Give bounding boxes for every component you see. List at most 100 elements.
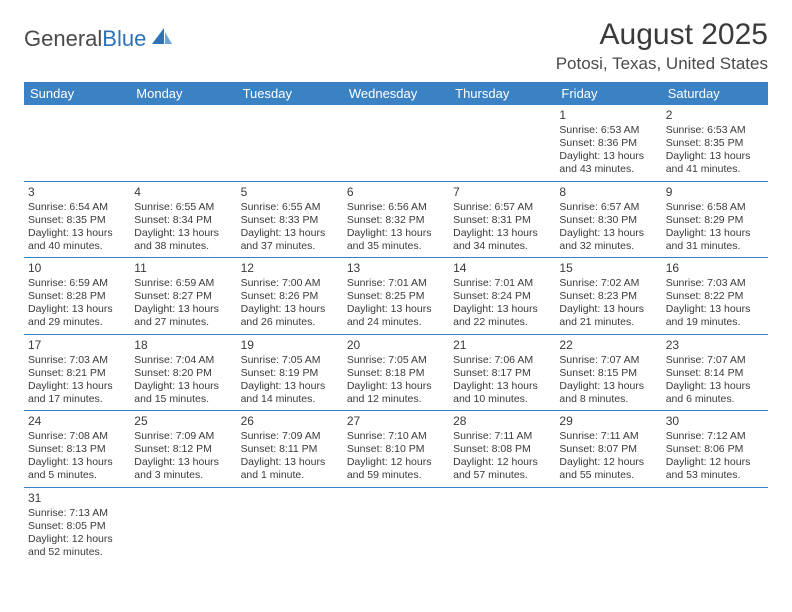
sunrise-line: Sunrise: 6:55 AM [134, 201, 232, 214]
calendar-cell: 20Sunrise: 7:05 AMSunset: 8:18 PMDayligh… [343, 334, 449, 411]
calendar-cell-empty [449, 487, 555, 563]
calendar-row: 10Sunrise: 6:59 AMSunset: 8:28 PMDayligh… [24, 258, 768, 335]
sunrise-line: Sunrise: 7:13 AM [28, 507, 126, 520]
day-number: 16 [666, 261, 764, 276]
logo: GeneralBlue [24, 26, 176, 52]
day-number: 30 [666, 414, 764, 429]
daylight-line: Daylight: 13 hours and 32 minutes. [559, 227, 657, 253]
daylight-line: Daylight: 13 hours and 43 minutes. [559, 150, 657, 176]
sunset-line: Sunset: 8:35 PM [666, 137, 764, 150]
day-number: 12 [241, 261, 339, 276]
day-number: 28 [453, 414, 551, 429]
sunset-line: Sunset: 8:26 PM [241, 290, 339, 303]
daylight-line: Daylight: 13 hours and 29 minutes. [28, 303, 126, 329]
day-number: 21 [453, 338, 551, 353]
daylight-line: Daylight: 13 hours and 34 minutes. [453, 227, 551, 253]
calendar-cell: 8Sunrise: 6:57 AMSunset: 8:30 PMDaylight… [555, 181, 661, 258]
sunset-line: Sunset: 8:07 PM [559, 443, 657, 456]
calendar-cell: 29Sunrise: 7:11 AMSunset: 8:07 PMDayligh… [555, 411, 661, 488]
sunset-line: Sunset: 8:18 PM [347, 367, 445, 380]
title-block: August 2025 Potosi, Texas, United States [556, 18, 768, 74]
day-number: 1 [559, 108, 657, 123]
sunset-line: Sunset: 8:12 PM [134, 443, 232, 456]
calendar-cell: 5Sunrise: 6:55 AMSunset: 8:33 PMDaylight… [237, 181, 343, 258]
calendar-cell-empty [130, 105, 236, 181]
day-header-row: Sunday Monday Tuesday Wednesday Thursday… [24, 82, 768, 105]
month-title: August 2025 [556, 18, 768, 52]
sunset-line: Sunset: 8:35 PM [28, 214, 126, 227]
sunrise-line: Sunrise: 7:07 AM [559, 354, 657, 367]
day-header: Monday [130, 82, 236, 105]
sunrise-line: Sunrise: 6:59 AM [134, 277, 232, 290]
sunrise-line: Sunrise: 7:07 AM [666, 354, 764, 367]
sunrise-line: Sunrise: 7:11 AM [559, 430, 657, 443]
daylight-line: Daylight: 13 hours and 5 minutes. [28, 456, 126, 482]
sunset-line: Sunset: 8:29 PM [666, 214, 764, 227]
sunset-line: Sunset: 8:15 PM [559, 367, 657, 380]
logo-text: GeneralBlue [24, 26, 146, 52]
sunset-line: Sunset: 8:20 PM [134, 367, 232, 380]
daylight-line: Daylight: 13 hours and 3 minutes. [134, 456, 232, 482]
logo-word1: General [24, 26, 102, 51]
day-number: 3 [28, 185, 126, 200]
sunrise-line: Sunrise: 7:03 AM [28, 354, 126, 367]
calendar-cell: 14Sunrise: 7:01 AMSunset: 8:24 PMDayligh… [449, 258, 555, 335]
day-header: Sunday [24, 82, 130, 105]
day-number: 24 [28, 414, 126, 429]
day-header: Thursday [449, 82, 555, 105]
daylight-line: Daylight: 13 hours and 27 minutes. [134, 303, 232, 329]
calendar-cell-empty [343, 105, 449, 181]
daylight-line: Daylight: 13 hours and 26 minutes. [241, 303, 339, 329]
calendar-cell: 22Sunrise: 7:07 AMSunset: 8:15 PMDayligh… [555, 334, 661, 411]
sunset-line: Sunset: 8:33 PM [241, 214, 339, 227]
day-number: 29 [559, 414, 657, 429]
sunset-line: Sunset: 8:30 PM [559, 214, 657, 227]
day-number: 13 [347, 261, 445, 276]
sunset-line: Sunset: 8:10 PM [347, 443, 445, 456]
sunset-line: Sunset: 8:25 PM [347, 290, 445, 303]
calendar-cell: 7Sunrise: 6:57 AMSunset: 8:31 PMDaylight… [449, 181, 555, 258]
calendar-cell: 15Sunrise: 7:02 AMSunset: 8:23 PMDayligh… [555, 258, 661, 335]
sunset-line: Sunset: 8:31 PM [453, 214, 551, 227]
calendar-row: 17Sunrise: 7:03 AMSunset: 8:21 PMDayligh… [24, 334, 768, 411]
day-number: 20 [347, 338, 445, 353]
sail-icon [150, 26, 176, 46]
calendar-cell-empty [237, 105, 343, 181]
day-header: Wednesday [343, 82, 449, 105]
calendar-cell: 18Sunrise: 7:04 AMSunset: 8:20 PMDayligh… [130, 334, 236, 411]
day-number: 7 [453, 185, 551, 200]
day-number: 8 [559, 185, 657, 200]
daylight-line: Daylight: 13 hours and 38 minutes. [134, 227, 232, 253]
calendar-cell: 30Sunrise: 7:12 AMSunset: 8:06 PMDayligh… [662, 411, 768, 488]
sunrise-line: Sunrise: 7:12 AM [666, 430, 764, 443]
day-number: 15 [559, 261, 657, 276]
sunrise-line: Sunrise: 7:03 AM [666, 277, 764, 290]
daylight-line: Daylight: 12 hours and 52 minutes. [28, 533, 126, 559]
calendar-cell: 26Sunrise: 7:09 AMSunset: 8:11 PMDayligh… [237, 411, 343, 488]
sunrise-line: Sunrise: 6:58 AM [666, 201, 764, 214]
calendar-cell: 13Sunrise: 7:01 AMSunset: 8:25 PMDayligh… [343, 258, 449, 335]
sunrise-line: Sunrise: 7:02 AM [559, 277, 657, 290]
calendar-cell-empty [130, 487, 236, 563]
day-number: 6 [347, 185, 445, 200]
day-number: 27 [347, 414, 445, 429]
daylight-line: Daylight: 13 hours and 31 minutes. [666, 227, 764, 253]
sunrise-line: Sunrise: 7:05 AM [347, 354, 445, 367]
sunrise-line: Sunrise: 6:54 AM [28, 201, 126, 214]
day-number: 17 [28, 338, 126, 353]
daylight-line: Daylight: 13 hours and 21 minutes. [559, 303, 657, 329]
daylight-line: Daylight: 13 hours and 15 minutes. [134, 380, 232, 406]
calendar-row: 1Sunrise: 6:53 AMSunset: 8:36 PMDaylight… [24, 105, 768, 181]
daylight-line: Daylight: 12 hours and 53 minutes. [666, 456, 764, 482]
day-number: 10 [28, 261, 126, 276]
daylight-line: Daylight: 13 hours and 22 minutes. [453, 303, 551, 329]
day-number: 23 [666, 338, 764, 353]
daylight-line: Daylight: 13 hours and 6 minutes. [666, 380, 764, 406]
daylight-line: Daylight: 12 hours and 55 minutes. [559, 456, 657, 482]
calendar-cell-empty [449, 105, 555, 181]
day-number: 4 [134, 185, 232, 200]
sunset-line: Sunset: 8:08 PM [453, 443, 551, 456]
calendar-cell: 21Sunrise: 7:06 AMSunset: 8:17 PMDayligh… [449, 334, 555, 411]
logo-word2: Blue [102, 26, 146, 51]
sunrise-line: Sunrise: 7:09 AM [241, 430, 339, 443]
